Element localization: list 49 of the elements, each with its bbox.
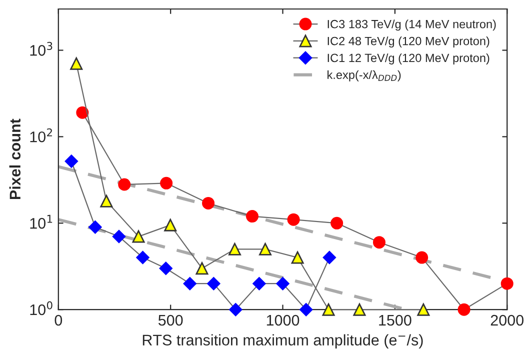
x-tick-label: 1500 [379, 314, 412, 326]
point [70, 57, 83, 70]
point [322, 250, 336, 264]
point [159, 262, 172, 275]
x-axis-title: RTS transition maximum amplitude (e$^{−}$/s) [142, 334, 423, 348]
y-axis-title: Pixel count [9, 118, 21, 200]
point [88, 220, 102, 234]
point [229, 303, 242, 316]
point [259, 242, 272, 256]
point [132, 230, 145, 243]
point [207, 276, 220, 290]
point [228, 242, 241, 256]
point [416, 251, 428, 264]
y-tick-label: 10$^{0}$ [30, 301, 52, 316]
y-tick-label: 10$^{2}$ [30, 128, 52, 142]
point [246, 210, 258, 223]
point [372, 236, 386, 249]
point [458, 303, 470, 316]
x-tick-label: 0 [54, 314, 62, 326]
point [276, 276, 290, 290]
legend-label: IC2 48 TeV/g (120 MeV proton) [328, 36, 490, 48]
point [100, 194, 113, 208]
point [417, 303, 430, 316]
legend-label: IC3 183 TeV/g (14 MeV neutron) [328, 20, 496, 31]
x-tick-label: 2000 [490, 314, 524, 326]
point [500, 277, 514, 290]
point [252, 276, 266, 290]
point [353, 303, 366, 316]
point [330, 216, 344, 230]
point [287, 213, 300, 226]
x-tick-label: 1000 [266, 314, 300, 326]
y-tick-label: 10$^{3}$ [30, 42, 52, 56]
point [164, 218, 177, 232]
point [300, 303, 313, 316]
legend-label: IC1 12 TeV/g (120 MeV proton) [328, 53, 490, 64]
point [112, 230, 126, 244]
point [322, 303, 335, 316]
x-tick-label: 500 [158, 314, 183, 326]
point [202, 196, 215, 210]
point [118, 178, 131, 191]
point [160, 176, 173, 190]
y-tick-label: 10$^{1}$ [30, 214, 52, 229]
point [76, 106, 89, 119]
point [196, 262, 208, 275]
legend-label: k.exp(-x/λ$_{DDD}$) [328, 70, 401, 82]
point [183, 276, 196, 290]
point [64, 154, 78, 168]
point [291, 251, 304, 264]
point [136, 250, 150, 264]
